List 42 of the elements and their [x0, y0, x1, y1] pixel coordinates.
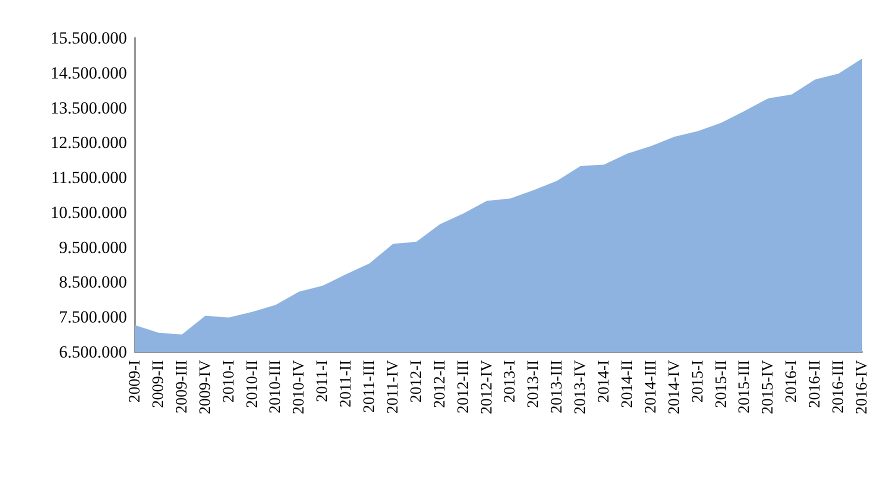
y-tick-label: 13.500.000 — [50, 98, 127, 118]
y-tick-label: 9.500.000 — [59, 238, 127, 257]
y-tick-label: 12.500.000 — [50, 133, 127, 152]
x-tick-label: 2015-III — [736, 360, 754, 414]
x-tick-label: 2013-IV — [572, 360, 590, 414]
x-tick-label: 2014-III — [642, 360, 660, 414]
x-tick-label: 2013-II — [525, 360, 542, 408]
x-tick-label: 2009-I — [126, 360, 144, 403]
x-tick-label: 2011-II — [338, 360, 355, 408]
x-tick-label: 2012-I — [408, 360, 425, 403]
x-tick-label: 2013-III — [548, 360, 566, 414]
x-tick-label: 2010-III — [267, 360, 284, 414]
x-tick-label: 2010-II — [244, 360, 261, 408]
y-tick-label: 15.500.000 — [50, 28, 127, 48]
x-tick-label: 2013-I — [502, 360, 519, 403]
x-tick-label: 2011-I — [314, 360, 332, 402]
x-tick-label: 2014-I — [596, 360, 613, 403]
x-tick-label: 2009-III — [173, 360, 190, 414]
y-tick-label: 11.500.000 — [51, 168, 127, 188]
x-tick-label: 2009-IV — [196, 360, 214, 414]
x-tick-label: 2012-IV — [478, 360, 496, 414]
x-tick-label: 2015-II — [712, 360, 730, 408]
x-tick-label: 2015-IV — [760, 360, 777, 414]
x-tick-label: 2012-III — [454, 360, 472, 414]
x-tick-label: 2009-II — [150, 360, 167, 408]
y-tick-label: 6.500.000 — [59, 342, 127, 362]
x-tick-label: 2011-IV — [384, 360, 402, 414]
x-tick-label: 2016-I — [783, 360, 800, 403]
y-tick-label: 10.500.000 — [50, 202, 127, 222]
x-tick-label: 2015-I — [689, 360, 706, 403]
x-tick-label: 2016-II — [806, 360, 824, 408]
x-tick-label: 2012-II — [431, 360, 448, 408]
y-tick-label: 8.500.000 — [59, 272, 127, 292]
x-tick-label: 2014-II — [618, 360, 636, 408]
x-tick-label: 2011-III — [361, 360, 378, 413]
x-tick-label: 2010-I — [220, 360, 238, 403]
x-tick-label: 2016-III — [830, 360, 848, 414]
x-tick-label: 2010-IV — [290, 360, 308, 414]
x-tick-label: 2014-IV — [666, 360, 683, 414]
y-tick-label: 7.500.000 — [59, 308, 127, 327]
y-tick-label: 14.500.000 — [50, 63, 127, 82]
x-tick-label: 2016-IV — [854, 360, 870, 414]
